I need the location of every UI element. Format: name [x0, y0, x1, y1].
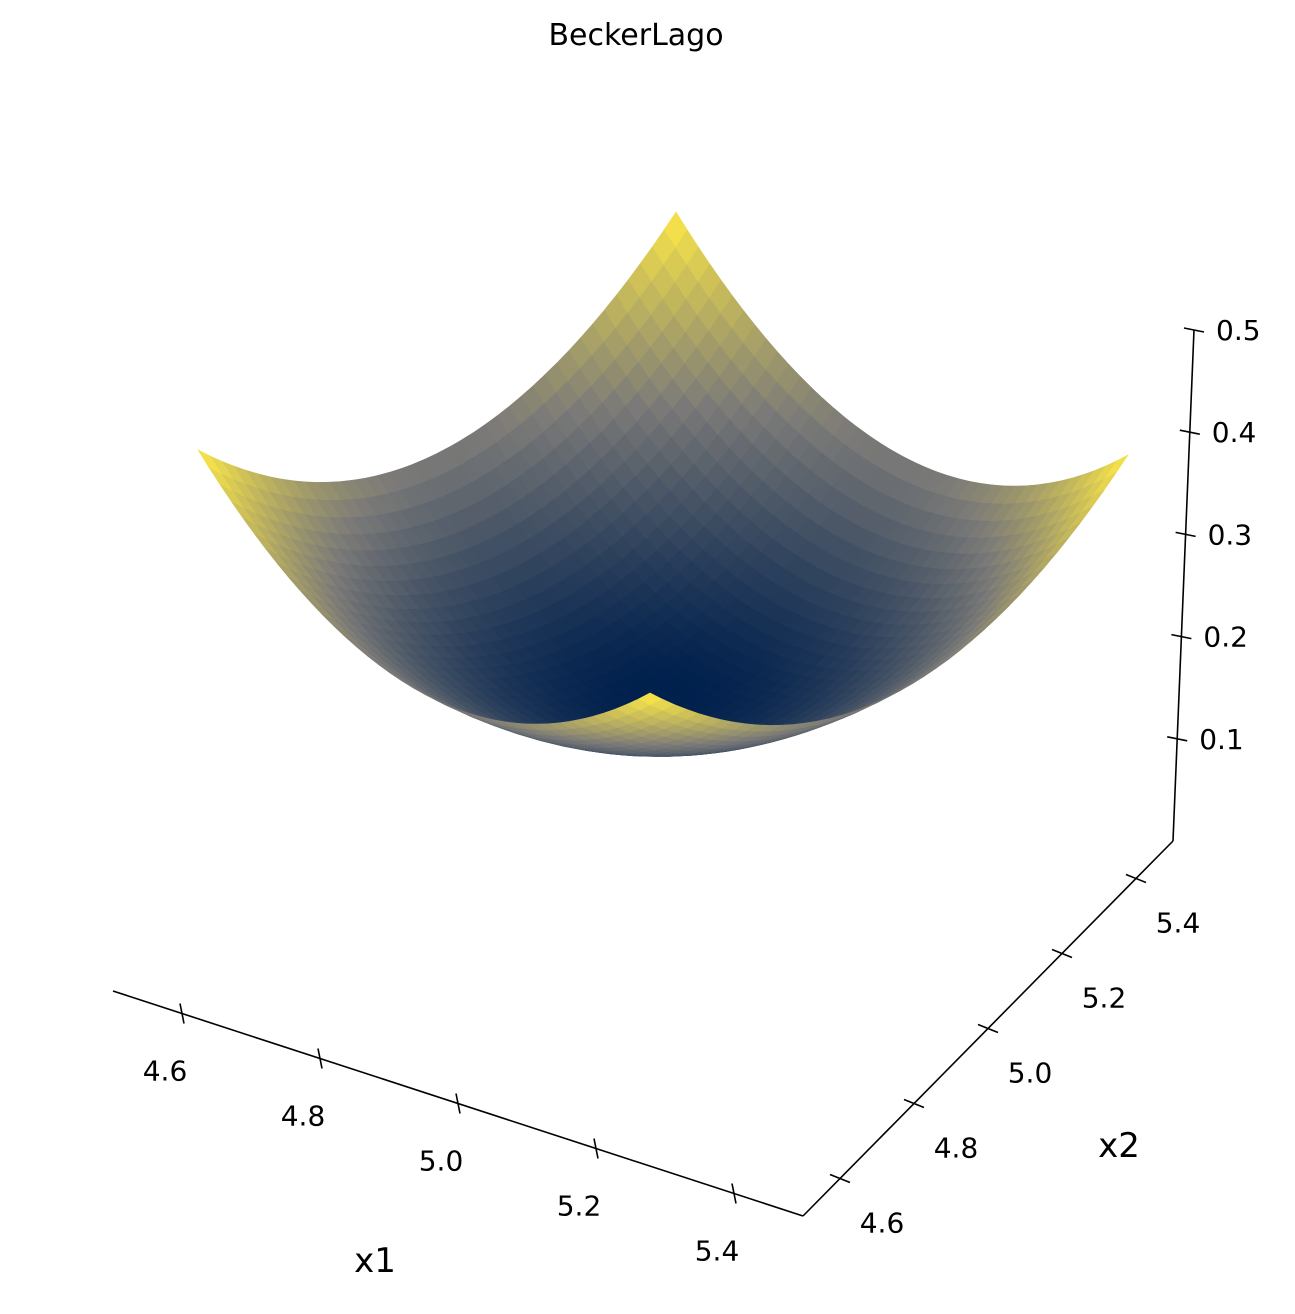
x1-tick-label: 5.4 — [695, 1235, 740, 1268]
x2-tick-label: 5.2 — [1082, 982, 1127, 1015]
z-tick-label: 0.3 — [1208, 518, 1253, 551]
x2-tick — [977, 1023, 999, 1034]
z-tick — [1167, 736, 1188, 742]
z-tick — [1171, 633, 1192, 640]
x2-tick — [1051, 948, 1073, 959]
x2-tick-label: 5.0 — [1008, 1057, 1053, 1090]
x1-tick — [179, 1003, 185, 1024]
z-tick-label: 0.5 — [1216, 314, 1261, 347]
z-tick-label: 0.1 — [1199, 723, 1244, 756]
z-axis-line — [1172, 329, 1195, 842]
x2-tick-label: 4.8 — [934, 1132, 979, 1165]
z-tick-label: 0.2 — [1203, 621, 1248, 654]
z-tick — [1183, 327, 1205, 333]
x2-tick — [903, 1098, 925, 1109]
surface-patch — [638, 692, 663, 706]
x1-tick — [731, 1183, 737, 1204]
x2-axis-label: x2 — [1098, 1126, 1140, 1166]
z-tick — [1175, 531, 1196, 538]
z-tick — [1179, 429, 1200, 435]
x2-tick — [829, 1173, 851, 1184]
x1-tick-label: 5.0 — [419, 1145, 464, 1178]
x1-tick — [593, 1138, 599, 1159]
x1-tick — [317, 1048, 323, 1069]
x1-tick-label: 4.6 — [143, 1055, 188, 1088]
chart-title: BeckerLago — [548, 18, 723, 53]
x1-tick-label: 4.8 — [281, 1100, 326, 1133]
x1-tick-label: 5.2 — [557, 1190, 602, 1223]
x1-axis-label: x1 — [354, 1241, 396, 1281]
surface-mesh — [197, 211, 1129, 757]
x2-tick — [1125, 873, 1147, 884]
x2-tick-label: 4.6 — [860, 1207, 905, 1240]
x2-tick-label: 5.4 — [1156, 907, 1201, 940]
z-tick-label: 0.4 — [1212, 416, 1257, 449]
axes: 4.6 4.8 5.0 5.2 5.4 4.6 4.8 5.0 5.2 5.4 0.1 0.2 0.3 0… — [112, 314, 1261, 1268]
x1-tick — [455, 1093, 461, 1114]
